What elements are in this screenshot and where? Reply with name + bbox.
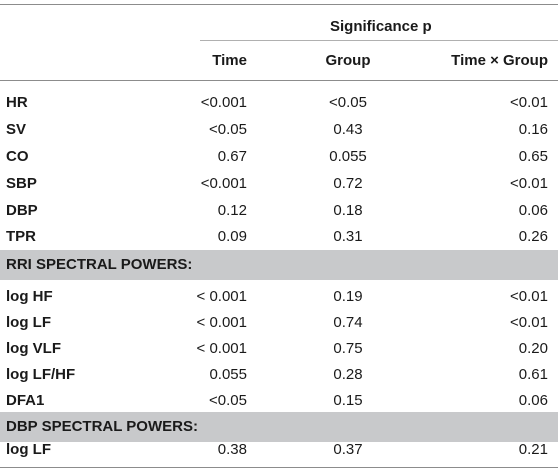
header-subrule: [200, 40, 558, 41]
cell-time: <0.05: [209, 392, 247, 409]
cell-time: 0.09: [217, 228, 247, 245]
cell-time-x-group: 0.06: [518, 202, 548, 219]
cell-time: 0.12: [217, 202, 247, 219]
row-label: log VLF: [6, 340, 61, 357]
header-rule: [0, 80, 558, 81]
section-header-rri: RRI SPECTRAL POWERS:: [0, 250, 558, 280]
bottom-rule: [0, 467, 558, 468]
col-header-time-x-group: Time × Group: [451, 52, 548, 69]
cell-time: <0.001: [200, 94, 247, 111]
row-label: log LF/HF: [6, 366, 76, 383]
cell-time: 0.055: [209, 366, 247, 383]
significance-header: Significance p: [330, 18, 432, 35]
col-header-time: Time: [212, 52, 247, 69]
cell-time-x-group: 0.61: [518, 366, 548, 383]
cell-time-x-group: 0.16: [518, 121, 548, 138]
cell-time: < 0.001: [196, 314, 247, 331]
row-label: SBP: [6, 175, 37, 192]
section-header-dbp: DBP SPECTRAL POWERS:: [0, 412, 558, 442]
row-label: DFA1: [6, 392, 45, 409]
cell-time: 0.67: [217, 148, 247, 165]
cell-time-x-group: <0.01: [510, 175, 548, 192]
cell-time-x-group: 0.21: [518, 441, 548, 458]
row-label: log LF: [6, 314, 51, 331]
cell-time-x-group: <0.01: [510, 288, 548, 305]
cell-time: <0.001: [200, 175, 247, 192]
cell-time: < 0.001: [196, 340, 247, 357]
top-rule: [0, 4, 558, 5]
row-label: HR: [6, 94, 28, 111]
cell-time-x-group: 0.65: [518, 148, 548, 165]
cell-time-x-group: <0.01: [510, 94, 548, 111]
row-label: CO: [6, 148, 29, 165]
cell-time-x-group: 0.20: [518, 340, 548, 357]
row-label: log HF: [6, 288, 53, 305]
cell-time: 0.38: [217, 441, 247, 458]
section-title: DBP SPECTRAL POWERS:: [6, 418, 198, 435]
row-label: log LF: [6, 441, 51, 458]
cell-time-x-group: <0.01: [510, 314, 548, 331]
row-label: SV: [6, 121, 27, 138]
cell-time-x-group: 0.26: [518, 228, 548, 245]
row-label: TPR: [6, 228, 36, 245]
row-label: DBP: [6, 202, 38, 219]
cell-time: < 0.001: [196, 288, 247, 305]
cell-time: <0.05: [209, 121, 247, 138]
cell-time-x-group: 0.06: [518, 392, 548, 409]
section-title: RRI SPECTRAL POWERS:: [6, 256, 193, 273]
